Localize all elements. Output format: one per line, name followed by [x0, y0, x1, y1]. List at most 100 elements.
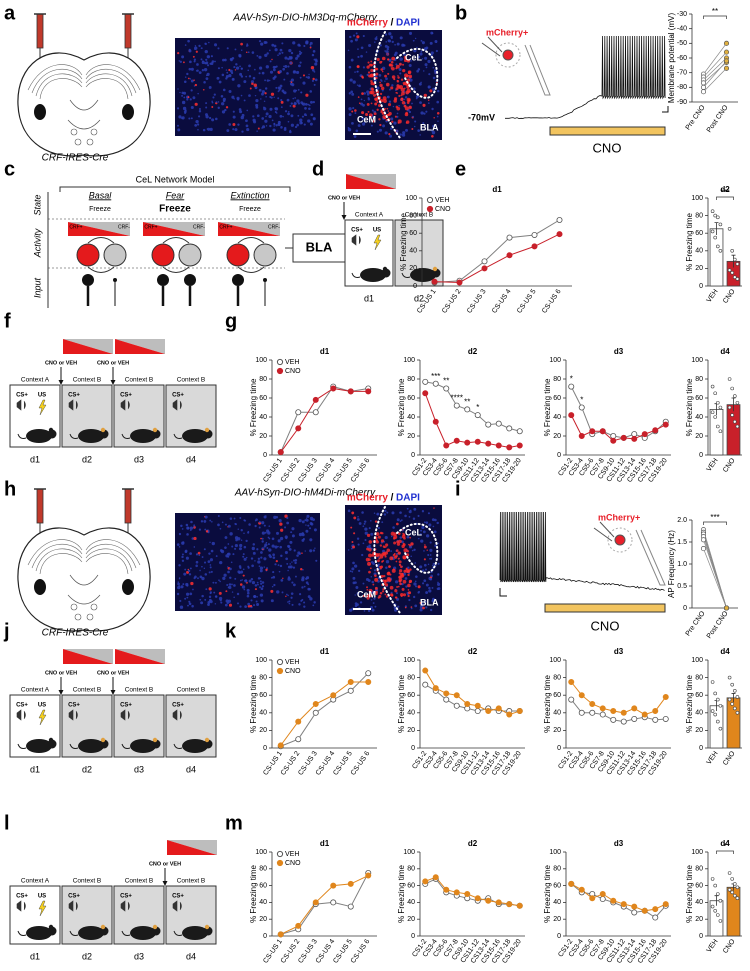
cell-signal — [313, 83, 316, 86]
cell-signal — [224, 58, 227, 62]
model-title: CeL Network Model — [136, 174, 215, 184]
day-label: d1 — [30, 951, 40, 961]
cell-signal — [358, 84, 361, 88]
cell-signal — [243, 588, 246, 591]
cell-signal — [308, 73, 310, 76]
cell-signal — [408, 64, 412, 68]
cell-signal — [292, 104, 296, 108]
y-tick-label: 0 — [411, 933, 415, 940]
cell-signal — [225, 69, 228, 71]
cell-signal — [421, 569, 425, 572]
chart-title: d3 — [614, 839, 624, 848]
cell-signal — [309, 527, 312, 530]
data-point — [330, 385, 337, 392]
cell-signal — [423, 550, 425, 552]
cell-signal — [288, 602, 291, 605]
cell-signal — [280, 99, 283, 102]
mcherry-cell — [397, 585, 400, 588]
data-point — [295, 718, 302, 725]
cell-signal — [260, 599, 264, 603]
cell-signal — [205, 77, 209, 81]
cell-signal — [272, 575, 276, 579]
y-tick-label: -80 — [677, 84, 687, 91]
cell-signal — [235, 63, 238, 66]
cell-signal — [214, 603, 217, 605]
cell-signal — [422, 530, 426, 534]
cell-signal — [234, 547, 237, 550]
pair-link — [703, 548, 727, 609]
cue-label: US — [373, 228, 381, 234]
cue-label: CS+ — [68, 894, 80, 900]
cell-signal — [290, 592, 294, 595]
cell-signal — [254, 588, 257, 591]
mcherry-cell — [380, 60, 383, 63]
cell-signal — [287, 112, 290, 116]
animal-point — [730, 682, 735, 687]
cell-signal — [363, 610, 366, 612]
input-terminal — [184, 274, 196, 286]
cell-signal — [269, 70, 274, 74]
mcherry-cell — [379, 81, 381, 84]
cell-signal — [200, 601, 204, 605]
cell-signal — [234, 48, 237, 51]
cell-signal — [221, 521, 224, 524]
data-point — [620, 709, 627, 716]
pair-link — [703, 57, 727, 81]
cell-signal — [227, 570, 230, 574]
cell-signal — [235, 66, 240, 70]
cell-signal — [270, 92, 275, 96]
cell-signal — [187, 77, 190, 80]
y-tick-label: 1.5 — [677, 539, 687, 546]
cell-signal — [264, 119, 268, 123]
cell-signal — [265, 115, 267, 118]
cell-signal — [362, 66, 366, 69]
x-tick-label: VEH — [706, 457, 720, 473]
nucleus — [74, 613, 82, 621]
cell-signal — [308, 104, 311, 107]
cell-signal — [216, 76, 220, 80]
y-tick-label: 80 — [553, 866, 561, 873]
speaker — [68, 399, 78, 411]
cell-signal — [254, 94, 257, 97]
cell-signal — [265, 112, 269, 116]
cue-label: CS+ — [120, 393, 132, 399]
cell-signal — [289, 540, 293, 544]
cell-signal — [240, 67, 243, 70]
input-terminal — [263, 278, 267, 282]
data-point — [495, 705, 502, 712]
cell-signal — [385, 77, 388, 81]
mouse-body — [78, 739, 104, 753]
amygdala — [34, 579, 46, 595]
y-axis-label: % Freezing time — [543, 378, 552, 436]
chart-title: d3 — [614, 647, 624, 656]
cell-signal — [430, 53, 433, 56]
cell-signal — [272, 128, 276, 132]
data-point — [330, 882, 337, 889]
mcherry-cell — [399, 582, 402, 586]
cell-signal — [422, 600, 424, 603]
cell-signal — [427, 99, 430, 101]
cell-signal — [199, 575, 203, 579]
cell-signal — [287, 120, 290, 123]
mcherry-cell — [403, 58, 408, 63]
cell-signal — [183, 572, 187, 576]
cell-signal — [304, 102, 308, 106]
cell-signal — [374, 102, 378, 106]
chart-title: d4 — [720, 347, 730, 356]
cell-signal — [312, 68, 315, 72]
cell-signal — [357, 515, 359, 518]
data-point — [578, 432, 585, 439]
cell-signal — [258, 521, 261, 523]
cell-signal — [255, 600, 258, 603]
y-tick-label: 100 — [403, 357, 415, 364]
cell-signal — [393, 121, 397, 125]
cell-signal — [229, 517, 233, 520]
cell-signal — [427, 563, 430, 566]
cell-signal — [281, 51, 284, 54]
mcherry-cell — [399, 569, 403, 573]
cell-signal — [384, 546, 387, 548]
cell-signal — [261, 521, 265, 525]
cell-signal — [413, 125, 416, 128]
data-point — [578, 886, 585, 893]
animal-point — [727, 697, 732, 702]
